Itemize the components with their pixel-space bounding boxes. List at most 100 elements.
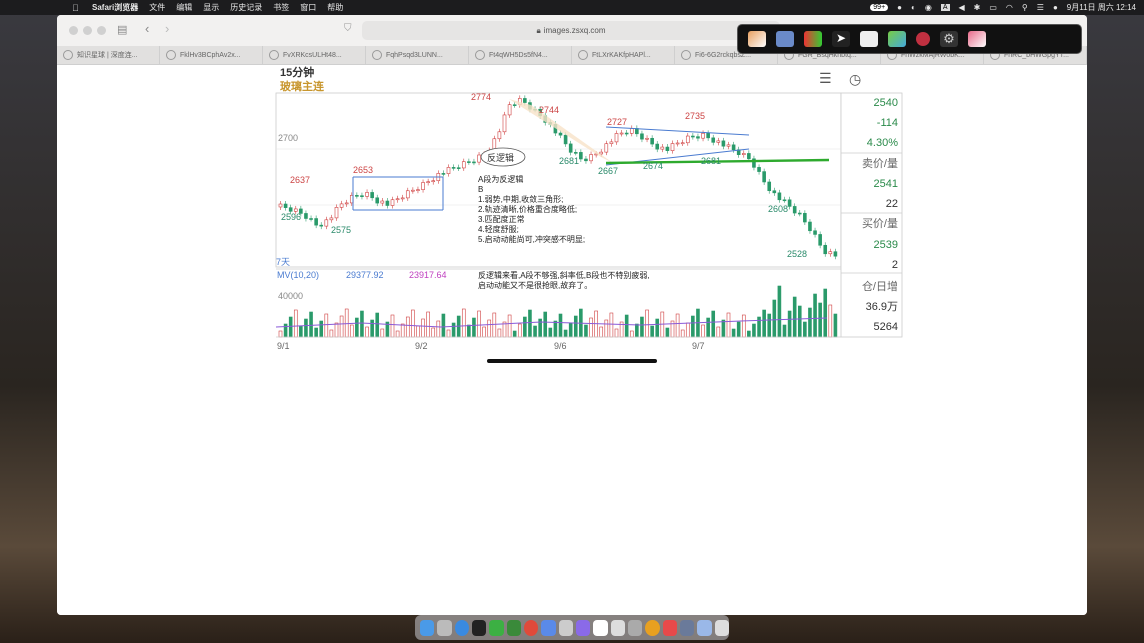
tab[interactable]: 知识星球 | 深度连... [57, 46, 160, 64]
app-icon[interactable] [558, 619, 573, 636]
tab[interactable]: Ft4qWH5Ds5fN4... [469, 46, 572, 64]
safari-icon[interactable] [454, 619, 469, 636]
menu-window[interactable]: 窗口 [300, 3, 317, 12]
status-icon[interactable]: ◉ [924, 3, 932, 12]
app-icon[interactable] [541, 619, 556, 636]
app-icon[interactable] [627, 619, 643, 636]
volume-icon[interactable]: ◀ [958, 3, 965, 12]
minimize-icon[interactable] [83, 26, 92, 35]
candle [782, 199, 787, 202]
candle [568, 143, 573, 153]
finder-icon[interactable] [420, 619, 435, 636]
hide-toolbar-icon[interactable] [968, 31, 986, 47]
app-icon[interactable] [662, 619, 677, 636]
settings-icon[interactable]: ☰ [819, 70, 832, 86]
volume-bar [543, 311, 548, 338]
candle [278, 203, 283, 208]
volume-bar [370, 319, 374, 338]
app-icon[interactable] [506, 619, 521, 636]
candle [563, 134, 568, 145]
control-center-icon[interactable]: ☰ [1036, 3, 1044, 12]
volume-bar [278, 330, 283, 338]
menubar-clock[interactable]: 9月11日 周六 12:14 [1066, 3, 1136, 12]
candle [675, 142, 680, 145]
battery-icon[interactable]: ▭ [989, 3, 997, 12]
candle [629, 128, 634, 134]
tab[interactable]: Fi6-6G2rckqbsZ... [675, 46, 778, 64]
app-icon[interactable] [645, 619, 660, 636]
volume-bar [329, 329, 334, 338]
app-icon[interactable] [610, 619, 625, 636]
eraser-icon[interactable] [860, 31, 878, 47]
candle [706, 133, 710, 139]
forward-icon[interactable]: › [165, 21, 170, 36]
volume-bar [655, 318, 660, 338]
notion-icon[interactable] [593, 619, 608, 636]
menu-history[interactable]: 历史记录 [230, 3, 263, 12]
wifi-icon[interactable]: ◠ [1005, 3, 1013, 12]
volume-bar [461, 308, 466, 338]
input-method-indicator[interactable]: A [940, 4, 950, 11]
status-icon[interactable]: ◐ [911, 3, 916, 12]
gear-icon[interactable]: ⚙ [940, 31, 958, 47]
highlighter-icon[interactable] [888, 31, 906, 47]
tab[interactable]: FqhPsqd3LUNN... [366, 46, 469, 64]
zoom-icon[interactable] [97, 26, 106, 35]
address-bar[interactable]: 🔒︎ images.zsxq.com [362, 21, 780, 40]
vol-axis-label: 40000 [278, 291, 303, 301]
color-picker-icon[interactable] [916, 32, 930, 46]
menu-view[interactable]: 显示 [203, 3, 220, 12]
menu-bookmarks[interactable]: 书签 [273, 3, 290, 12]
apple-icon[interactable]:  [72, 3, 79, 13]
safari-window: ▤ ‹ › ⛉ 🔒︎ images.zsxq.com 知识星球 | 深度连...… [57, 15, 1087, 615]
sidebar-icon[interactable]: ▤ [117, 24, 128, 36]
candle [584, 158, 588, 162]
clock-icon[interactable]: ◷ [849, 71, 861, 87]
privacy-shield-icon[interactable]: ⛉ [344, 23, 352, 34]
candle [416, 189, 420, 191]
status-icon[interactable]: ● [897, 3, 902, 12]
note-line: 反逻辑来看,A段不够强,斜率低,B段也不特别疲弱, [478, 270, 650, 280]
candle [604, 143, 609, 153]
app-menu[interactable]: Safari浏览器 [92, 3, 139, 12]
volume-bar [767, 313, 772, 338]
volume-bar [741, 314, 746, 338]
candle [441, 173, 446, 175]
candle [614, 133, 619, 143]
menu-file[interactable]: 文件 [149, 3, 166, 12]
scroll-indicator[interactable] [487, 359, 657, 363]
trash-icon[interactable] [714, 619, 729, 636]
shape-tool-icon[interactable] [804, 31, 822, 47]
qq-icon[interactable] [471, 619, 487, 636]
wechat-icon[interactable] [489, 619, 504, 636]
volume-bar [319, 320, 324, 338]
pen-icon[interactable] [748, 31, 766, 47]
menu-help[interactable]: 帮助 [327, 3, 344, 12]
close-icon[interactable] [69, 26, 78, 35]
chrome-icon[interactable] [523, 619, 539, 636]
siri-icon[interactable]: ● [1052, 3, 1058, 12]
downloads-icon[interactable] [697, 619, 712, 636]
candle [757, 167, 761, 172]
volume-bar [299, 325, 303, 338]
annotation-toolbar: ➤ ⚙ [737, 24, 1082, 54]
candle [523, 98, 527, 103]
tab[interactable]: FtLXrKAKfpHAPl... [572, 46, 675, 64]
menu-edit[interactable]: 编辑 [176, 3, 193, 12]
launchpad-icon[interactable] [437, 619, 452, 636]
tab[interactable]: FvXRKcsULHt48... [263, 46, 366, 64]
tab[interactable]: FklHv3BCphAv2x... [160, 46, 263, 64]
candle [360, 195, 364, 197]
bluetooth-icon[interactable]: ✱ [973, 3, 981, 12]
app-icon[interactable] [679, 619, 695, 636]
oi-label: 仓/日增 [862, 279, 898, 293]
back-icon[interactable]: ‹ [145, 21, 150, 36]
page-content: 15分钟 玻璃主连 ☰ ◷ 2700 2637 2596 2653 2575 [57, 65, 1087, 615]
pointer-icon[interactable]: ➤ [832, 31, 850, 47]
text-tool-icon[interactable] [776, 31, 794, 47]
volume-bar [548, 327, 553, 338]
notification-badge[interactable]: 99+ [870, 4, 889, 11]
search-icon[interactable]: ⚲ [1021, 3, 1028, 12]
price-label: 2575 [331, 225, 351, 235]
app-icon[interactable] [575, 619, 591, 636]
